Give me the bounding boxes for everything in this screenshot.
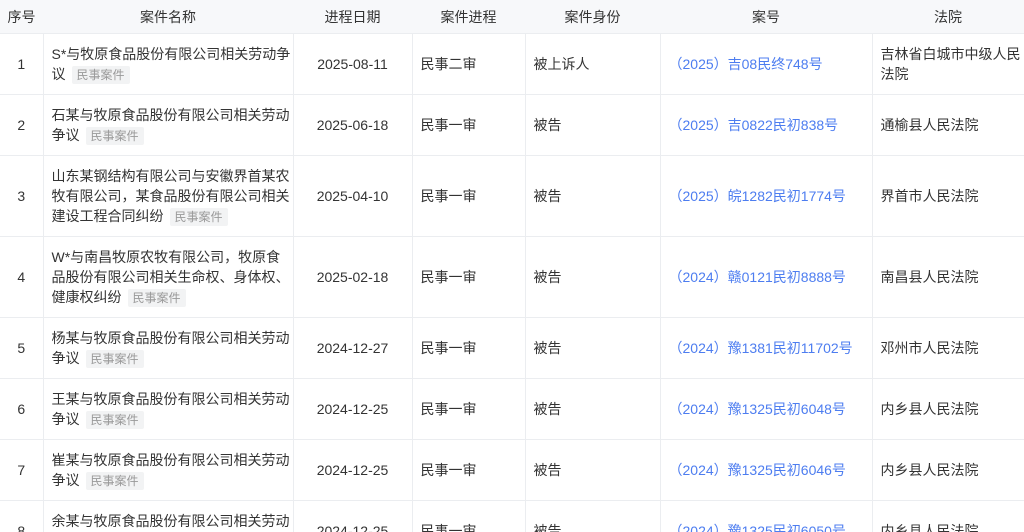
case-number-link[interactable]: （2025）吉0822民初838号 <box>668 117 839 133</box>
col-header-index: 序号 <box>0 0 43 34</box>
col-header-identity: 案件身份 <box>525 0 660 34</box>
row-index: 1 <box>0 33 44 95</box>
progress-date: 2025-08-11 <box>293 33 413 95</box>
progress-date: 2024-12-25 <box>293 439 413 501</box>
court-name: 内乡县人民法院 <box>872 378 1024 440</box>
case-number-link[interactable]: （2024）赣0121民初8888号 <box>668 269 846 285</box>
row-index: 7 <box>0 439 44 501</box>
case-number-link[interactable]: （2025）皖1282民初1774号 <box>668 188 846 204</box>
case-name-text: 山东某钢结构有限公司与安徽界首某农牧有限公司，某食品股份有限公司相关建设工程合同… <box>51 168 290 224</box>
case-type-badge: 民事案件 <box>85 411 144 429</box>
case-name-text: 杨某与牧原食品股份有限公司相关劳动争议 <box>51 330 290 366</box>
row-index: 8 <box>0 500 44 532</box>
case-name-cell: S*与牧原食品股份有限公司相关劳动争议 民事案件 <box>43 33 294 95</box>
table-row: 7 崔某与牧原食品股份有限公司相关劳动争议 民事案件 2024-12-25 民事一… <box>0 439 1024 501</box>
case-progress: 民事二审 <box>412 33 526 95</box>
case-type-badge: 民事案件 <box>85 350 144 368</box>
court-name: 吉林省白城市中级人民法院 <box>872 33 1024 95</box>
case-progress: 民事一审 <box>412 317 526 379</box>
col-header-progress: 案件进程 <box>412 0 525 34</box>
case-name-cell: 崔某与牧原食品股份有限公司相关劳动争议 民事案件 <box>43 439 294 501</box>
table-row: 1 S*与牧原食品股份有限公司相关劳动争议 民事案件 2025-08-11 民事二… <box>0 33 1024 95</box>
case-identity: 被告 <box>525 94 661 156</box>
row-index: 4 <box>0 236 44 318</box>
court-name: 通榆县人民法院 <box>872 94 1024 156</box>
col-header-case-name: 案件名称 <box>43 0 293 34</box>
case-number-link[interactable]: （2025）吉08民终748号 <box>668 56 823 72</box>
case-identity: 被告 <box>525 236 661 318</box>
row-index: 3 <box>0 155 44 237</box>
case-number-link[interactable]: （2024）豫1325民初6046号 <box>668 462 846 478</box>
court-name: 内乡县人民法院 <box>872 439 1024 501</box>
case-name-text: 崔某与牧原食品股份有限公司相关劳动争议 <box>51 452 290 488</box>
case-number-cell: （2025）吉08民终748号 <box>660 33 873 95</box>
progress-date: 2024-12-25 <box>293 500 413 532</box>
row-index: 2 <box>0 94 44 156</box>
case-identity: 被告 <box>525 378 661 440</box>
case-progress: 民事一审 <box>412 236 526 318</box>
progress-date: 2025-04-10 <box>293 155 413 237</box>
case-number-cell: （2025）皖1282民初1774号 <box>660 155 873 237</box>
progress-date: 2025-06-18 <box>293 94 413 156</box>
case-name-cell: 山东某钢结构有限公司与安徽界首某农牧有限公司，某食品股份有限公司相关建设工程合同… <box>43 155 294 237</box>
case-type-badge: 民事案件 <box>85 472 144 490</box>
case-progress: 民事一审 <box>412 94 526 156</box>
case-name-cell: 余某与牧原食品股份有限公司相关劳动争议民事案件 <box>43 500 294 532</box>
case-progress: 民事一审 <box>412 500 526 532</box>
case-name-cell: 王某与牧原食品股份有限公司相关劳动争议 民事案件 <box>43 378 294 440</box>
progress-date: 2024-12-25 <box>293 378 413 440</box>
case-number-cell: （2024）豫1325民初6050号 <box>660 500 873 532</box>
case-progress: 民事一审 <box>412 155 526 237</box>
court-name: 南昌县人民法院 <box>872 236 1024 318</box>
case-name-cell: W*与南昌牧原农牧有限公司，牧原食品股份有限公司相关生命权、身体权、健康权纠纷民… <box>43 236 294 318</box>
table-row: 8 余某与牧原食品股份有限公司相关劳动争议民事案件 2024-12-25 民事一… <box>0 500 1024 532</box>
table-header-row: 序号 案件名称 进程日期 案件进程 案件身份 案号 法院 <box>0 0 1024 34</box>
case-type-badge: 民事案件 <box>85 127 144 145</box>
case-name-text: 石某与牧原食品股份有限公司相关劳动争议 <box>51 107 290 143</box>
col-header-court: 法院 <box>872 0 1024 34</box>
case-number-cell: （2024）豫1381民初11702号 <box>660 317 873 379</box>
case-type-badge: 民事案件 <box>169 208 228 226</box>
court-name: 界首市人民法院 <box>872 155 1024 237</box>
case-identity: 被上诉人 <box>525 33 661 95</box>
case-number-link[interactable]: （2024）豫1381民初11702号 <box>668 340 853 356</box>
progress-date: 2024-12-27 <box>293 317 413 379</box>
case-number-cell: （2024）豫1325民初6046号 <box>660 439 873 501</box>
case-number-link[interactable]: （2024）豫1325民初6050号 <box>668 523 846 532</box>
progress-date: 2025-02-18 <box>293 236 413 318</box>
table-row: 5 杨某与牧原食品股份有限公司相关劳动争议 民事案件 2024-12-27 民事一… <box>0 317 1024 379</box>
table-row: 4 W*与南昌牧原农牧有限公司，牧原食品股份有限公司相关生命权、身体权、健康权纠… <box>0 236 1024 318</box>
table-row: 6 王某与牧原食品股份有限公司相关劳动争议 民事案件 2024-12-25 民事一… <box>0 378 1024 440</box>
col-header-date: 进程日期 <box>293 0 412 34</box>
case-identity: 被告 <box>525 439 661 501</box>
case-number-cell: （2025）吉0822民初838号 <box>660 94 873 156</box>
case-name-cell: 石某与牧原食品股份有限公司相关劳动争议 民事案件 <box>43 94 294 156</box>
case-identity: 被告 <box>525 155 661 237</box>
table-row: 2 石某与牧原食品股份有限公司相关劳动争议 民事案件 2025-06-18 民事一… <box>0 94 1024 156</box>
case-type-badge: 民事案件 <box>127 289 186 307</box>
col-header-case-no: 案号 <box>660 0 872 34</box>
case-number-link[interactable]: （2024）豫1325民初6048号 <box>668 401 846 417</box>
case-progress: 民事一审 <box>412 378 526 440</box>
case-name-text: S*与牧原食品股份有限公司相关劳动争议 <box>51 46 291 82</box>
case-name-text: 王某与牧原食品股份有限公司相关劳动争议 <box>51 391 290 427</box>
case-name-cell: 杨某与牧原食品股份有限公司相关劳动争议 民事案件 <box>43 317 294 379</box>
case-name-text: 余某与牧原食品股份有限公司相关劳动争议 <box>51 513 290 529</box>
case-type-badge: 民事案件 <box>71 66 130 84</box>
row-index: 5 <box>0 317 44 379</box>
case-identity: 被告 <box>525 317 661 379</box>
table-row: 3 山东某钢结构有限公司与安徽界首某农牧有限公司，某食品股份有限公司相关建设工程… <box>0 155 1024 237</box>
court-name: 内乡县人民法院 <box>872 500 1024 532</box>
case-identity: 被告 <box>525 500 661 532</box>
court-name: 邓州市人民法院 <box>872 317 1024 379</box>
row-index: 6 <box>0 378 44 440</box>
case-number-cell: （2024）赣0121民初8888号 <box>660 236 873 318</box>
case-progress: 民事一审 <box>412 439 526 501</box>
case-name-text: W*与南昌牧原农牧有限公司，牧原食品股份有限公司相关生命权、身体权、健康权纠纷 <box>51 249 290 305</box>
case-number-cell: （2024）豫1325民初6048号 <box>660 378 873 440</box>
